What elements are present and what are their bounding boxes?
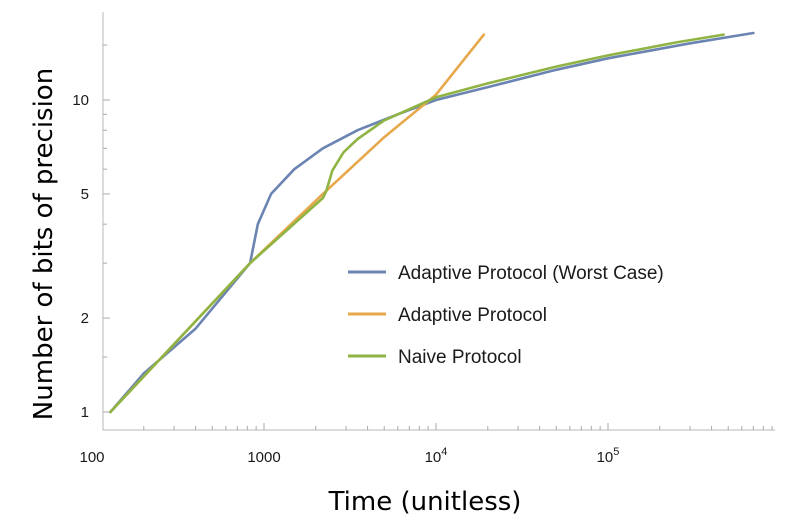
series-lines bbox=[109, 31, 755, 414]
x-tick-label-base: 10 bbox=[425, 449, 442, 466]
legend-label-adaptive-protocol: Adaptive Protocol bbox=[398, 305, 547, 326]
y-tick-label: 10 bbox=[72, 92, 89, 109]
x-axis-tick-labels: 100 1000 104 105 bbox=[79, 446, 619, 466]
x-axis-title: Time (unitless) bbox=[328, 487, 522, 517]
y-tick-label: 2 bbox=[81, 310, 89, 327]
series-line-naive-protocol bbox=[109, 33, 725, 414]
legend-label-naive-protocol: Naive Protocol bbox=[398, 347, 522, 368]
x-tick-label-exponent: 4 bbox=[441, 446, 447, 458]
y-tick-label: 1 bbox=[81, 404, 89, 421]
x-tick-label: 105 bbox=[597, 446, 620, 466]
y-tick-label: 5 bbox=[81, 186, 89, 203]
x-tick-label: 1000 bbox=[247, 449, 280, 466]
y-axis-ticks bbox=[103, 44, 110, 413]
x-axis-ticks bbox=[143, 423, 773, 430]
x-tick-label-base: 10 bbox=[597, 449, 614, 466]
plot-frame bbox=[102, 12, 775, 431]
legend-label-adaptive-protocol-worst-case: Adaptive Protocol (Worst Case) bbox=[398, 263, 664, 284]
y-axis-tick-labels: 1 2 5 10 bbox=[72, 92, 89, 421]
series-line-adaptive-protocol-worst-case bbox=[109, 31, 755, 414]
legend: Adaptive Protocol (Worst Case) Adaptive P… bbox=[348, 263, 664, 368]
x-tick-label: 104 bbox=[425, 446, 448, 466]
x-tick-label: 100 bbox=[79, 449, 104, 466]
x-tick-label-exponent: 5 bbox=[613, 446, 619, 458]
y-axis-title: Number of bits of precision bbox=[29, 68, 59, 420]
